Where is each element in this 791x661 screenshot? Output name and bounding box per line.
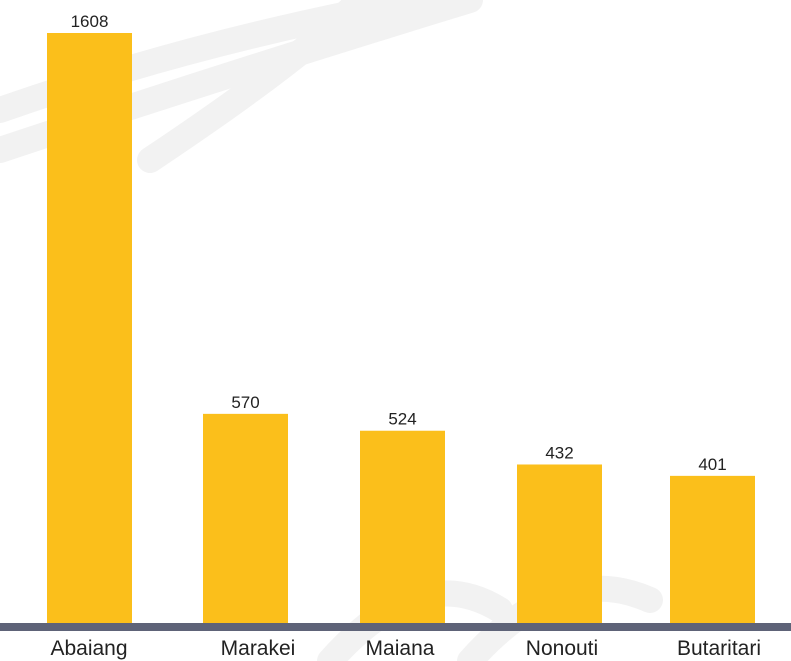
x-axis-line [0,623,791,631]
value-label: 432 [545,443,573,462]
bars-layer [47,33,755,623]
bar-maiana [360,430,445,623]
value-label: 570 [231,393,259,412]
category-label: Butaritari [677,637,761,660]
category-label: Marakei [221,637,296,660]
watermark-stroke [137,0,373,173]
value-label: 524 [388,410,416,429]
value-label: 401 [698,455,726,474]
x-axis [0,623,791,631]
category-label: Abaiang [50,637,127,660]
value-labels-layer: 1608 570 524 432 401 [71,12,727,474]
bar-nonouti [517,464,602,623]
category-label: Maiana [366,637,435,660]
category-label: Nonouti [526,637,598,660]
bar-abaiang [47,33,132,623]
bar-butaritari [670,475,755,623]
value-label: 1608 [71,12,109,31]
category-labels-layer: Abaiang Marakei Maiana Nonouti Butaritari [50,637,761,660]
bar-marakei [203,413,288,623]
